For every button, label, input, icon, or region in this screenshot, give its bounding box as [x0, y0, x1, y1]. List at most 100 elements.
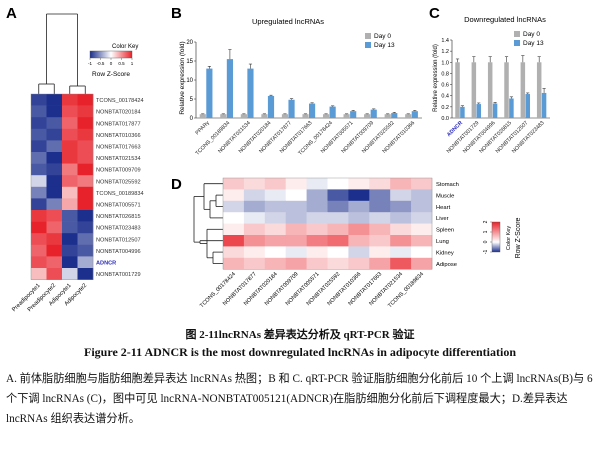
bar-day13 [370, 109, 377, 118]
heatmap-d-row-label: Liver [436, 216, 449, 222]
heatmap-a-cell [31, 140, 47, 153]
heatmap-a-cell [77, 140, 94, 153]
color-key-tick-label: -0.5 [97, 61, 105, 66]
y-tick-label: 15 [186, 59, 193, 65]
heatmap-d-cell [411, 189, 433, 202]
y-tick-label: 0.4 [441, 94, 449, 100]
heatmap-a-cell [77, 128, 94, 141]
heatmap-d-row-label: Kidney [436, 250, 454, 256]
heatmap-a-cell [46, 175, 63, 188]
heatmap-d-cell [348, 246, 370, 259]
heatmap-d-border [222, 177, 433, 270]
heatmap-d-cell [243, 178, 266, 190]
bar-day13 [267, 95, 275, 118]
y-tick-label: 20 [186, 40, 193, 46]
y-tick-label: 0.0 [441, 116, 449, 122]
heatmap-d-cell [390, 246, 412, 259]
heatmap-a-cell [77, 210, 94, 222]
y-tick-label: 1.2 [441, 49, 449, 55]
heatmap-d-cell [369, 200, 391, 213]
bar-day13 [350, 111, 357, 118]
legend-label: Day 0 [523, 31, 540, 38]
heatmap-d-cell [369, 189, 391, 202]
heatmap-a-cell [46, 186, 63, 199]
heatmap-d-cell [223, 223, 245, 236]
heatmap-a-cell [77, 175, 94, 188]
heatmap-d-cell [411, 212, 433, 224]
heatmap-a-cell [46, 94, 63, 106]
heatmap-a-cell [46, 163, 63, 176]
panel-d-color-key: Color Key Row Z-Score -1 0 1 2 [483, 217, 522, 258]
heatmap-d-row-label: Adipose [436, 262, 457, 268]
legend-swatch [514, 31, 520, 37]
bar-day0 [384, 114, 391, 118]
heatmap-a-cell [46, 152, 63, 164]
heatmap-d-cell [327, 223, 349, 236]
bar-day0 [455, 62, 460, 118]
heatmap-a-cell [62, 117, 78, 130]
heatmap-d-cell [327, 257, 349, 270]
y-tick-label: 0.6 [441, 83, 449, 89]
bar-day0 [405, 114, 412, 118]
heatmap-a-cell [62, 268, 78, 280]
heatmap-d-cell [223, 200, 245, 213]
heatmap-d-cell [285, 200, 307, 213]
heatmap-d-cell [264, 246, 286, 259]
heatmap-d-cell [223, 246, 245, 259]
heatmap-d-cell [223, 235, 245, 247]
bar-day13 [541, 92, 547, 118]
heatmap-d-cell [285, 246, 307, 259]
heatmap-a-cell [31, 221, 47, 234]
color-key-tick-label: 0 [110, 61, 113, 66]
heatmap-d-cell [285, 212, 307, 224]
heatmap-d-cell [390, 212, 412, 224]
heatmap-a-row-label: NONBTAT017877 [96, 121, 141, 127]
heatmap-a-cell [77, 152, 94, 164]
heatmap-a-cell [46, 117, 63, 130]
heatmap-d-cell [243, 246, 266, 259]
heatmap-d-cell [411, 246, 433, 259]
heatmap-a-cell [46, 244, 63, 257]
legend-swatch [365, 33, 371, 39]
heatmap-d-cell [327, 212, 349, 224]
heatmap-a-row-label: NONBTAT009709 [96, 168, 141, 174]
heatmap-d-cell [390, 235, 412, 247]
y-tick-label: 5 [190, 97, 194, 103]
color-key-d-label: Row Z-Score [515, 217, 522, 258]
heatmap-d-col-label: TCONS_00178424 [199, 271, 237, 309]
color-key-tick-label: 0.5 [118, 61, 125, 66]
heatmap-d-cell [285, 257, 307, 270]
heatmap-d-cell [390, 189, 412, 202]
bar-day13 [206, 68, 213, 118]
heatmap-a-cell [62, 163, 78, 176]
heatmap-a-row-label: NONBTAT021534 [96, 156, 141, 162]
heatmap-d-cell [243, 189, 266, 202]
bar-day0 [240, 114, 247, 118]
heatmap-d-row-label: Heart [436, 205, 451, 211]
color-key-tick-label: -1 [88, 61, 92, 66]
heatmap-a-row-label: NONBTAT004996 [96, 249, 141, 255]
heatmap-a-cell [46, 268, 63, 280]
heatmap-a-cell [62, 198, 78, 211]
bar-day0 [504, 62, 509, 118]
heatmap-d-cell [306, 189, 328, 202]
heatmap-d-cell [285, 223, 307, 236]
heatmap-d-cell [327, 178, 349, 190]
heatmap-d-cell [243, 223, 266, 236]
heatmap-a-cell [46, 198, 63, 211]
color-key-d-gradient [491, 221, 501, 253]
heatmap-d-row-label: Muscle [436, 193, 454, 199]
heatmap-a-row-label: ADNCR [96, 261, 116, 267]
bar-day13 [509, 98, 514, 118]
heatmap-a-cell [62, 175, 78, 188]
x-category-label: PPARγ [195, 120, 211, 136]
heatmap-d-cell [285, 189, 307, 202]
heatmap-a-cell [46, 128, 63, 141]
heatmap-d-cell [348, 200, 370, 213]
heatmap-d-cell [390, 257, 412, 270]
heatmap-d-cell [369, 223, 391, 236]
panel-d-dendrogram [193, 183, 223, 264]
heatmap-a-cell [77, 221, 94, 234]
bar-day0 [364, 114, 371, 118]
heatmap-d-cell [411, 235, 433, 247]
